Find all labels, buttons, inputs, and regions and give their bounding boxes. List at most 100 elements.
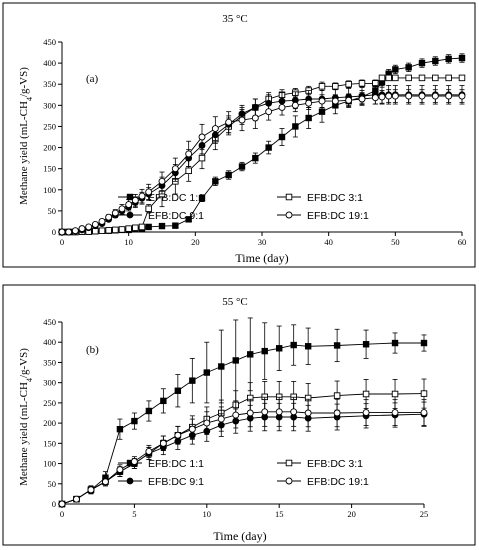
data-point (318, 108, 326, 115)
data-point (291, 101, 299, 109)
legend-label: EFB:DC 19:1 (307, 210, 369, 222)
legend-label: EFB:DC 3:1 (307, 458, 363, 470)
data-point (378, 93, 386, 101)
data-point (198, 154, 206, 162)
data-point (71, 227, 79, 235)
data-point (445, 74, 452, 82)
panel-b-plot: 0 50 100 150 200 250 300 350 400 450 0 5 10 15 20 25 EFB… (43, 317, 428, 519)
y-tick-label: 250 (43, 398, 56, 408)
legend-entry: EFB:DC 3:1 (277, 192, 363, 204)
data-point (132, 224, 139, 232)
data-point (174, 387, 182, 394)
legend-label: EFB:DC 3:1 (307, 192, 363, 204)
data-point (171, 165, 179, 173)
data-point (225, 171, 232, 179)
y-tick-label: 200 (43, 418, 56, 428)
data-point (331, 97, 339, 105)
data-point (362, 409, 370, 417)
panel-a-label: (a) (86, 73, 99, 85)
legend-label: EFB:DC 9:1 (148, 210, 204, 222)
data-point (304, 409, 312, 417)
x-tick-label: 50 (391, 237, 400, 247)
y-tick-label: 150 (43, 164, 56, 174)
data-point (432, 57, 439, 65)
x-tick-label: 15 (275, 509, 284, 519)
data-point (391, 339, 399, 347)
series-line (61, 413, 425, 505)
data-point (458, 92, 466, 100)
data-point (304, 343, 312, 350)
data-point (251, 114, 259, 122)
x-tick-label: 60 (458, 237, 467, 247)
x-tick-label: 20 (347, 509, 356, 519)
y-tick-label: 400 (43, 58, 56, 68)
data-point (125, 201, 133, 209)
series-line (61, 411, 424, 505)
legend-marker (126, 211, 134, 219)
data-point (145, 447, 153, 455)
series-filled-square (58, 317, 428, 508)
data-point (238, 116, 246, 124)
panel-b-label: (b) (86, 344, 99, 356)
x-tick-label: 30 (258, 237, 267, 247)
legend-label: EFB:DC 9:1 (148, 476, 204, 488)
panel-b-title: 55 °C (222, 296, 248, 308)
y-tick-label: 150 (43, 438, 56, 448)
x-tick-label: 5 (132, 509, 136, 519)
data-point (174, 431, 182, 439)
x-tick-label: 20 (191, 237, 200, 247)
data-point (292, 123, 299, 130)
data-point (345, 96, 353, 104)
legend-marker (126, 477, 134, 485)
y-tick-label: 350 (43, 79, 56, 89)
data-point (105, 213, 113, 221)
data-point (265, 108, 273, 116)
data-point (238, 163, 246, 170)
data-point (145, 205, 152, 213)
data-point (362, 390, 370, 398)
data-point (130, 458, 138, 465)
data-point (198, 195, 206, 202)
data-point (118, 226, 126, 233)
data-point (92, 227, 99, 235)
data-point (333, 409, 341, 417)
data-point (385, 92, 393, 100)
data-point (420, 409, 428, 417)
data-point (392, 66, 399, 73)
data-point (385, 74, 392, 82)
data-point (445, 55, 452, 63)
data-point (138, 223, 146, 231)
data-point (101, 478, 109, 486)
legend-marker (285, 193, 293, 201)
legend-entry: EFB:DC 19:1 (277, 476, 369, 488)
data-point (362, 341, 370, 348)
data-point (138, 192, 146, 200)
data-point (392, 74, 399, 82)
data-point (278, 133, 286, 141)
data-point (145, 407, 153, 415)
data-point (405, 74, 412, 82)
data-point (145, 188, 153, 196)
legend-entry: EFB:DC 9:1 (118, 476, 204, 488)
data-point (305, 114, 312, 122)
x-tick-label: 10 (124, 237, 133, 247)
data-point (278, 103, 286, 111)
data-point (158, 177, 166, 185)
data-point (418, 92, 426, 100)
data-point (445, 92, 453, 100)
data-point (405, 92, 413, 100)
data-point (58, 228, 66, 236)
data-point (98, 217, 106, 225)
data-point (87, 486, 95, 494)
series-line (61, 342, 424, 505)
data-point (261, 408, 269, 416)
data-point (246, 409, 254, 417)
y-tick-label: 400 (43, 337, 56, 347)
y-tick-label: 200 (43, 143, 56, 153)
data-point (105, 227, 112, 234)
panel-b-xlabel: Time (day) (213, 529, 266, 543)
data-point (371, 94, 379, 102)
data-point (158, 222, 166, 230)
data-point (458, 74, 466, 82)
